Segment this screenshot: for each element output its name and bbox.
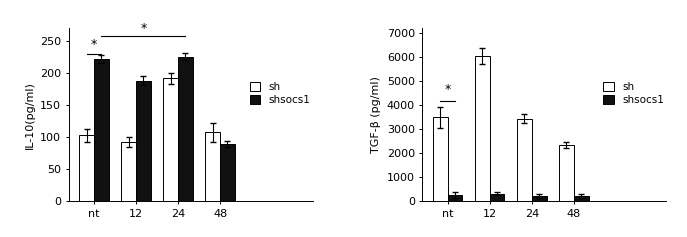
Text: *: * xyxy=(140,22,146,35)
Legend: sh, shsocs1: sh, shsocs1 xyxy=(249,82,311,105)
Bar xyxy=(79,136,94,201)
Bar xyxy=(94,59,109,201)
Bar xyxy=(205,132,220,201)
Y-axis label: IL-10(pg/ml): IL-10(pg/ml) xyxy=(24,81,34,149)
Bar xyxy=(136,81,150,201)
Text: *: * xyxy=(91,38,97,51)
Bar xyxy=(532,196,547,201)
Bar xyxy=(122,142,136,201)
Bar xyxy=(517,118,532,201)
Y-axis label: TGF-β (pg/ml): TGF-β (pg/ml) xyxy=(371,77,381,153)
Bar xyxy=(178,57,193,201)
Bar xyxy=(490,194,504,201)
Text: *: * xyxy=(444,83,451,96)
Legend: sh, shsocs1: sh, shsocs1 xyxy=(603,82,664,105)
Bar xyxy=(574,196,589,201)
Bar xyxy=(433,117,448,201)
Bar xyxy=(448,195,462,201)
Bar xyxy=(220,144,235,201)
Bar xyxy=(475,56,490,201)
Bar xyxy=(559,145,574,201)
Bar xyxy=(164,78,178,201)
